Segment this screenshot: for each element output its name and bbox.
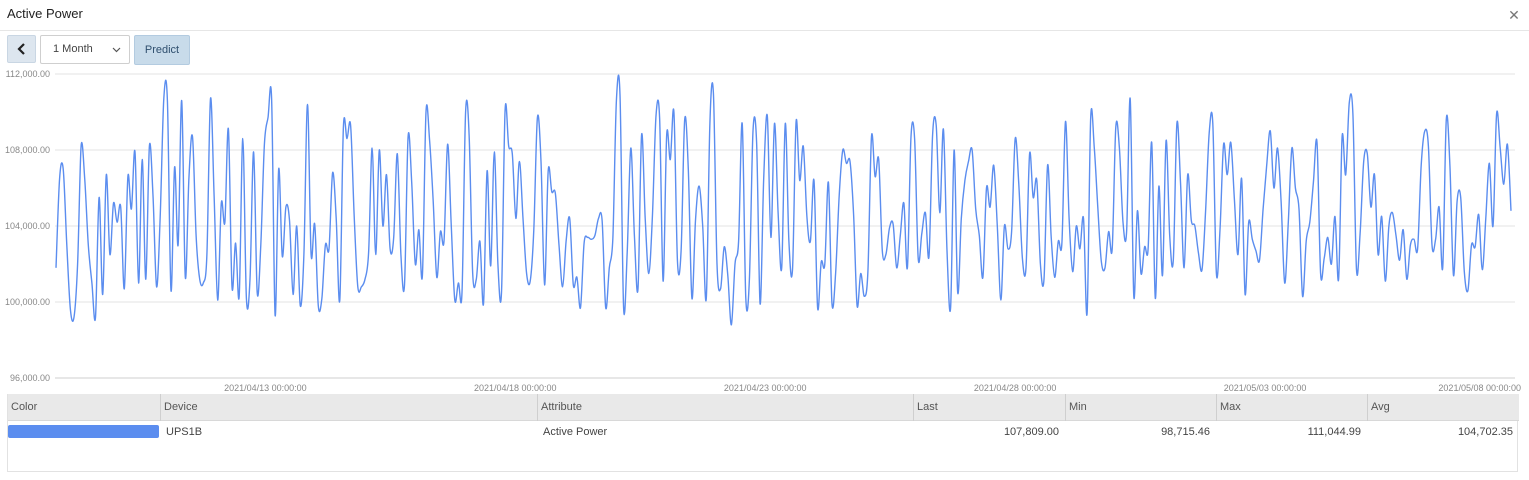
x-tick-label: 2021/05/03 00:00:00 (1224, 383, 1307, 393)
table-row[interactable]: UPS1B Active Power 107,809.00 98,715.46 … (8, 421, 1519, 443)
chart-svg: 96,000.00 100,000.00 104,000.00 108,000.00 1… (5, 69, 1521, 393)
series-color-swatch (8, 425, 159, 438)
period-select-value: 1 Month (53, 43, 93, 55)
period-select[interactable]: 1 Month (40, 35, 130, 64)
legend-table: Color Device Attribute Last Min Max Avg … (7, 394, 1519, 472)
row-max: 111,044.99 (1307, 426, 1361, 438)
header-min[interactable]: Min (1065, 394, 1216, 421)
line-chart: 96,000.00 100,000.00 104,000.00 108,000.00 1… (0, 66, 1529, 394)
header-attribute[interactable]: Attribute (537, 394, 913, 421)
header-avg[interactable]: Avg (1367, 394, 1519, 421)
y-tick-label: 108,000.00 (5, 145, 50, 155)
x-tick-label: 2021/04/13 00:00:00 (224, 383, 307, 393)
x-tick-label: 2021/04/18 00:00:00 (474, 383, 557, 393)
series-line[interactable] (55, 74, 1512, 326)
chevron-down-icon (112, 36, 121, 63)
x-tick-label: 2021/05/08 00:00:00 (1438, 383, 1521, 393)
header-max[interactable]: Max (1216, 394, 1367, 421)
row-min: 98,715.46 (1161, 426, 1210, 438)
row-avg: 104,702.35 (1457, 426, 1513, 438)
close-icon[interactable]: ✕ (1508, 7, 1520, 23)
y-tick-label: 96,000.00 (10, 373, 50, 383)
predict-button[interactable]: Predict (134, 35, 190, 65)
row-attribute: Active Power (543, 426, 608, 438)
y-tick-label: 104,000.00 (5, 221, 50, 231)
window-title: Active Power (7, 6, 83, 21)
legend-header: Color Device Attribute Last Min Max Avg (8, 394, 1519, 421)
row-device: UPS1B (166, 426, 203, 438)
header-color[interactable]: Color (11, 401, 38, 413)
x-tick-label: 2021/04/28 00:00:00 (974, 383, 1057, 393)
x-tick-label: 2021/04/23 00:00:00 (724, 383, 807, 393)
chevron-left-icon (16, 43, 25, 55)
back-button[interactable] (7, 35, 36, 63)
toolbar: 1 Month Predict (0, 32, 400, 66)
y-tick-label: 112,000.00 (6, 69, 50, 79)
title-bar: Active Power ✕ (0, 0, 1529, 31)
header-device[interactable]: Device (160, 394, 537, 421)
y-tick-label: 100,000.00 (5, 297, 50, 307)
row-last: 107,809.00 (1003, 426, 1059, 438)
header-last[interactable]: Last (913, 394, 1065, 421)
